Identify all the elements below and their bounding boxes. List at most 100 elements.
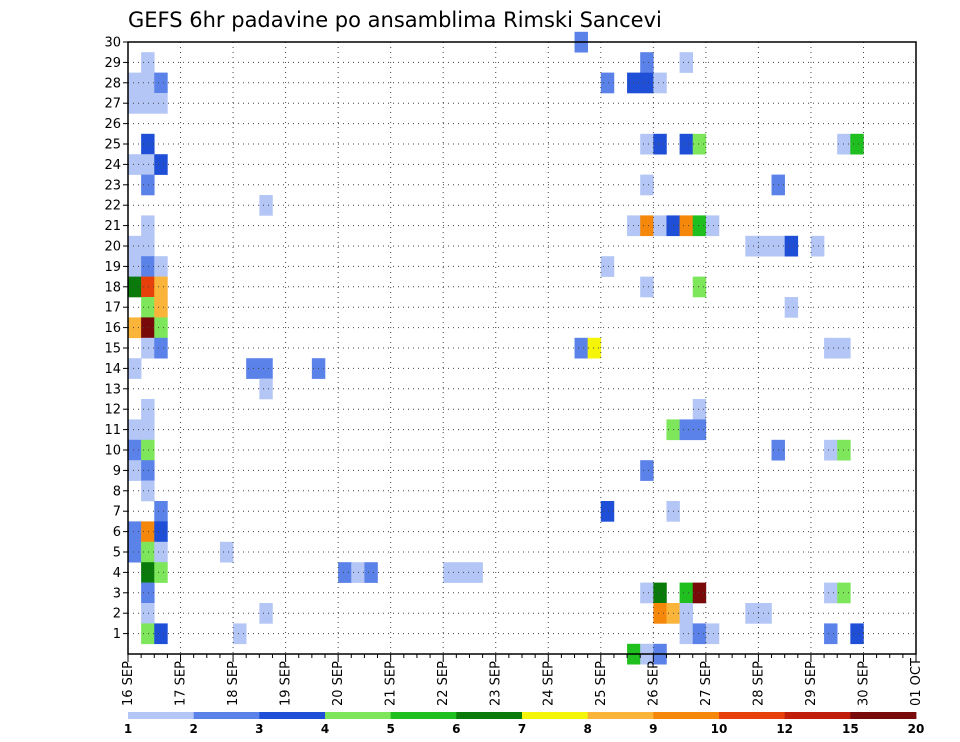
heatmap-cell (141, 215, 155, 237)
x-date-label: 16 SEP (121, 661, 136, 706)
x-date-label: 24 SEP (541, 661, 556, 706)
y-tick-label: 8 (113, 484, 121, 499)
heatmap-cell (692, 276, 707, 298)
heatmap-cell (640, 52, 654, 73)
legend-color-swatch (456, 712, 523, 719)
heatmap-cell (154, 501, 168, 522)
legend-color-swatch (128, 712, 195, 719)
y-tick-label: 25 (104, 138, 121, 153)
legend-threshold-label: 10 (711, 722, 728, 736)
legend-color-swatch (784, 712, 851, 719)
heatmap-cell (128, 235, 142, 257)
legend-color-swatch (193, 712, 260, 719)
heatmap-cell (246, 358, 260, 379)
y-tick-label: 21 (104, 219, 121, 234)
heatmap-cells (128, 31, 864, 665)
heatmap-cell (141, 93, 155, 114)
heatmap-cell (679, 215, 694, 237)
legend-threshold-label: 1 (124, 722, 132, 736)
legend-threshold-label: 15 (842, 722, 859, 736)
heatmap-cell (219, 541, 234, 563)
x-date-label: 19 SEP (279, 661, 294, 706)
x-date-label: 29 SEP (804, 661, 819, 706)
y-tick-label: 17 (104, 301, 121, 316)
heatmap-cell (141, 174, 155, 196)
heatmap-cell (128, 541, 142, 563)
heatmap-cell (810, 235, 825, 257)
heatmap-cell (141, 582, 155, 604)
legend-threshold-label: 5 (386, 722, 394, 736)
heatmap-cell (128, 521, 142, 543)
heatmap-cell (364, 562, 378, 583)
legend-color-swatch (259, 712, 326, 719)
legend-color-swatch (587, 712, 654, 719)
heatmap-cell (824, 582, 838, 604)
legend-threshold-label: 6 (452, 722, 460, 736)
y-tick-label: 24 (104, 158, 121, 173)
heatmap-cell (141, 603, 155, 624)
heatmap-cell (640, 174, 654, 196)
x-date-label: 18 SEP (226, 661, 241, 706)
heatmap-cell (692, 399, 707, 420)
legend-color-swatch (522, 712, 589, 719)
legend-color-swatch (719, 712, 786, 719)
heatmap-cell (640, 215, 654, 237)
heatmap-cell (128, 256, 142, 277)
heatmap-cell (600, 72, 615, 94)
heatmap-cell (443, 562, 457, 583)
heatmap-cell (824, 337, 838, 359)
heatmap-cell (653, 72, 667, 94)
y-tick-label: 20 (104, 240, 121, 255)
y-axis-member-labels: 1234567891011121314151617181920212223242… (104, 36, 128, 642)
heatmap-cell (154, 521, 168, 543)
heatmap-cell (141, 133, 155, 155)
y-tick-label: 11 (104, 423, 121, 438)
heatmap-cell (679, 603, 694, 624)
heatmap-cell (692, 623, 707, 645)
color-legend: 1 2 3 4 5 6 7 8 9 10 12 15 20 (124, 712, 924, 736)
heatmap-cell (692, 215, 707, 237)
legend-color-swatch (390, 712, 457, 719)
heatmap-cell (259, 358, 273, 379)
heatmap-cell (141, 480, 155, 502)
y-tick-label: 5 (113, 546, 121, 561)
heatmap-cell (692, 419, 707, 441)
y-tick-label: 15 (104, 342, 121, 357)
heatmap-cell (705, 215, 720, 237)
heatmap-cell (653, 603, 667, 624)
heatmap-cell (600, 256, 615, 277)
heatmap-cell (233, 623, 247, 645)
heatmap-cell (600, 501, 615, 522)
chart-title: GEFS 6hr padavine po ansamblima Rimski S… (128, 8, 662, 32)
legend-color-swatch (850, 712, 917, 719)
x-date-label: 20 SEP (331, 661, 346, 706)
heatmap-cell (128, 439, 142, 461)
y-tick-label: 3 (113, 586, 121, 601)
x-date-label: 27 SEP (699, 661, 714, 706)
heatmap-cell (758, 603, 772, 624)
heatmap-cell (141, 460, 155, 481)
y-tick-label: 2 (113, 607, 121, 622)
heatmap-cell (679, 52, 694, 73)
heatmap-cell (141, 154, 155, 175)
legend-threshold-label: 12 (776, 722, 793, 736)
y-tick-label: 30 (104, 36, 121, 51)
x-axis-date-labels: 16 SEP 17 SEP 18 SEP 19 SEP 20 SEP 21 SEP 22 S… (121, 654, 924, 706)
heatmap-cell (824, 623, 838, 645)
heatmap-cell (653, 133, 667, 155)
heatmap-cell (128, 419, 142, 441)
heatmap-cell (154, 154, 168, 175)
heatmap-cell (692, 582, 707, 604)
x-date-label: 21 SEP (384, 661, 399, 706)
heatmap-cell (679, 582, 694, 604)
x-date-label: 26 SEP (646, 661, 661, 706)
heatmap-cell (128, 358, 142, 379)
heatmap-cell (141, 72, 155, 94)
heatmap-cell (259, 378, 273, 400)
legend-threshold-label: 3 (255, 722, 263, 736)
x-date-label: 01 OCT (909, 658, 924, 706)
heatmap-cell (154, 93, 168, 114)
heatmap-cell (587, 337, 602, 359)
heatmap-cell (850, 133, 864, 155)
heatmap-cell (128, 93, 142, 114)
